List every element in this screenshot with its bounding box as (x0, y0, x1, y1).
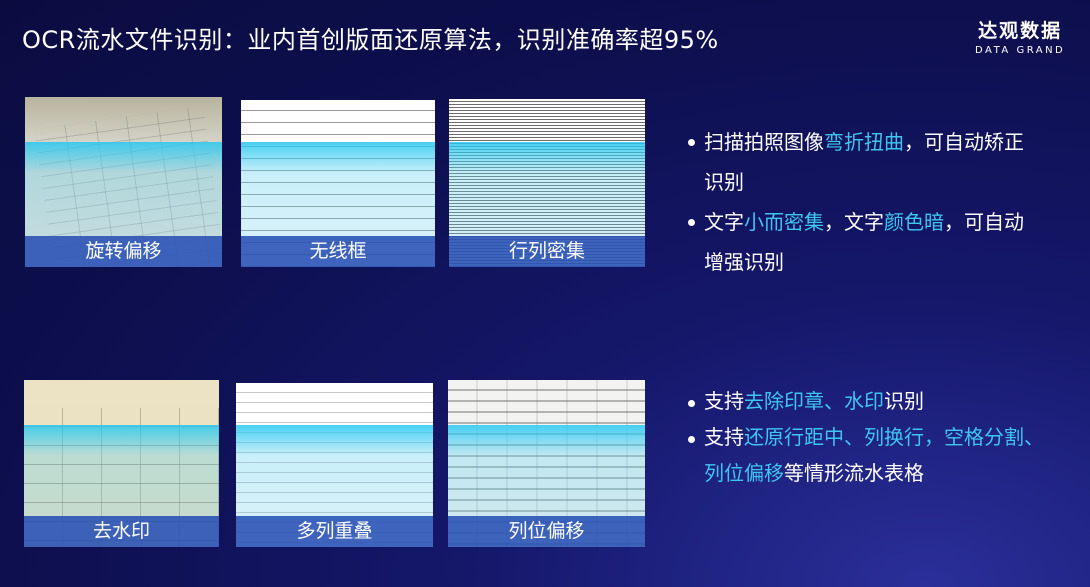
bullets-bottom: 支持去除印章、水印识别 支持还原行距中、列换行，空格分割、列位偏移等情形流水表格 (688, 383, 1058, 491)
card-watermark: 去水印 (24, 380, 219, 547)
highlight: 小而密集 (744, 210, 824, 234)
text: 支持 (704, 389, 744, 413)
text: 支持 (704, 425, 744, 449)
card-label: 无线框 (241, 236, 435, 267)
text: 识别 (884, 389, 924, 413)
bullets-top: 扫描拍照图像弯折扭曲，可自动矫正识别 文字小而密集，文字颜色暗，可自动增强识别 (688, 122, 1033, 282)
card-dense: 行列密集 (449, 99, 645, 267)
card-multi-column: 多列重叠 (236, 383, 433, 547)
bullet-item: 扫描拍照图像弯折扭曲，可自动矫正识别 (688, 122, 1033, 202)
card-label: 多列重叠 (236, 516, 433, 547)
bullet-item: 支持还原行距中、列换行，空格分割、列位偏移等情形流水表格 (688, 419, 1058, 491)
logo-en: DATA GRAND (975, 45, 1066, 56)
highlight: 颜色暗 (884, 210, 944, 234)
highlight: 还原行距中、列换行，空格分割、列位偏移 (704, 425, 1044, 485)
highlight: 弯折扭曲 (824, 130, 904, 154)
card-column-offset: 列位偏移 (448, 380, 645, 547)
card-label: 列位偏移 (448, 516, 645, 547)
page-title: OCR流水文件识别：业内首创版面还原算法，识别准确率超95% (22, 26, 719, 54)
text: 等情形流水表格 (784, 461, 924, 485)
logo-cn: 达观数据 (978, 20, 1063, 42)
data-grand-logo: 达观数据 DATA GRAND (975, 16, 1065, 56)
card-label: 去水印 (24, 516, 219, 547)
text: ，可自动增强识别 (704, 210, 1024, 274)
bullet-item: 支持去除印章、水印识别 (688, 383, 1058, 419)
text: 扫描拍照图像 (704, 130, 824, 154)
card-no-border: 无线框 (241, 100, 435, 267)
text: 文字 (704, 210, 744, 234)
bullet-item: 文字小而密集，文字颜色暗，可自动增强识别 (688, 202, 1033, 282)
card-label: 行列密集 (449, 236, 645, 267)
card-label: 旋转偏移 (25, 236, 222, 267)
text: ，可自动矫正识别 (704, 130, 1024, 194)
card-rotation: 旋转偏移 (25, 97, 222, 267)
highlight: 去除印章、水印 (744, 389, 884, 413)
text: ，文字 (824, 210, 884, 234)
